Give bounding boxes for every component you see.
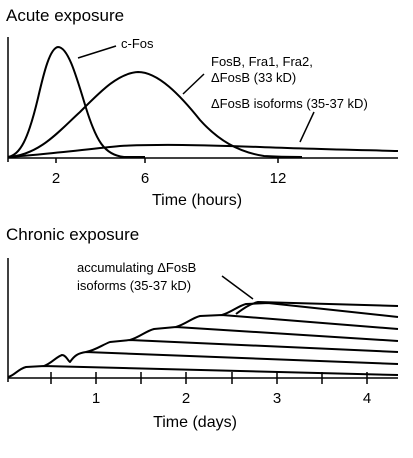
chronic-x-label: Time (days) [153, 414, 237, 431]
chronic-tick-label: 4 [363, 390, 371, 407]
chronic-title: Chronic exposure [6, 225, 139, 244]
accumulation-curve [175, 314, 399, 330]
isoforms-pointer [299, 111, 315, 143]
isoforms-label: ΔFosB isoforms (35-37 kD) [211, 96, 368, 111]
fosb-label-line1: FosB, Fra1, Fra2, [211, 54, 313, 69]
accumulation-curve [235, 301, 399, 315]
fosb-label-line2: ΔFosB (33 kD) [211, 70, 296, 85]
accumulation-curve [85, 339, 399, 353]
accumulation-curve [221, 302, 399, 318]
accumulation-curve [129, 326, 399, 342]
chronic-tick-label: 2 [182, 390, 190, 407]
cfos-pointer [77, 45, 117, 59]
fosb-curve [7, 71, 303, 158]
accum-label-line1: accumulating ΔFosB [77, 260, 196, 275]
chronic-tick-label: 3 [273, 390, 281, 407]
chronic-tick-label: 1 [92, 390, 100, 407]
cfos-curve [7, 46, 145, 158]
accumulation-curve [43, 351, 399, 367]
isoforms-curve [7, 143, 399, 158]
acute-tick-label: 2 [52, 170, 60, 187]
accumulation-curve [7, 365, 399, 378]
accum-pointer [221, 275, 254, 300]
accum-label-line2: isoforms (35-37 kD) [77, 278, 191, 293]
acute-title: Acute exposure [6, 6, 124, 25]
fosb-pointer [182, 73, 205, 95]
acute-tick-label: 12 [270, 170, 287, 187]
acute-tick-label: 6 [141, 170, 149, 187]
acute-x-label: Time (hours) [152, 192, 242, 209]
cfos-label: c-Fos [121, 36, 154, 51]
